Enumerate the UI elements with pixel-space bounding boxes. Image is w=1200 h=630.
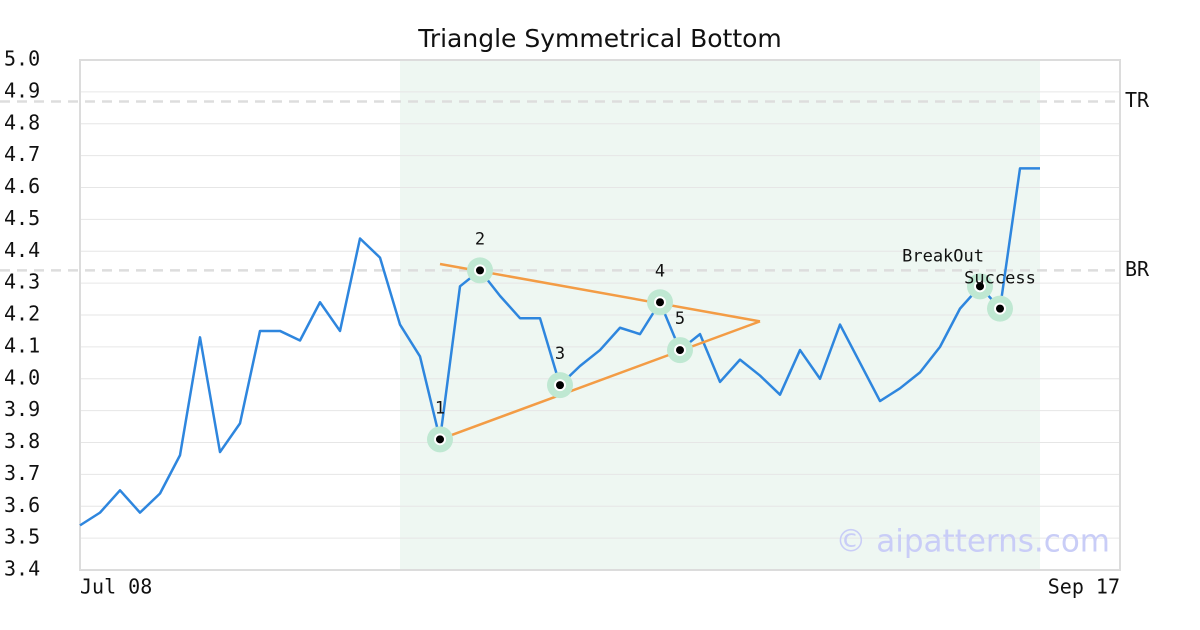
- y-tick-label: 3.6: [4, 493, 40, 517]
- plot-frame: [79, 59, 1121, 571]
- y-tick-label: 4.9: [4, 78, 40, 102]
- pattern-label: BreakOut: [902, 246, 984, 266]
- y-tick-label: 4.1: [4, 333, 40, 357]
- pattern-point: [974, 280, 986, 293]
- y-tick-label: 4.4: [4, 238, 40, 262]
- pattern-point: [474, 264, 486, 277]
- pattern-point: [434, 433, 446, 446]
- y-tick-label: 3.7: [4, 461, 40, 485]
- y-tick-label: 4.2: [4, 302, 40, 326]
- reference-label: BR: [1125, 257, 1150, 281]
- chart-title: Triangle Symmetrical Bottom: [417, 24, 782, 53]
- x-tick-label: Jul 08: [80, 575, 152, 599]
- y-tick-label: 5.0: [4, 47, 40, 71]
- trend-line: [439, 262, 761, 323]
- y-tick-label: 4.5: [4, 206, 40, 230]
- pattern-label: 3: [555, 344, 565, 364]
- pattern-label: Success: [964, 269, 1036, 289]
- y-tick-label: 4.0: [4, 365, 40, 389]
- y-tick-label: 4.6: [4, 174, 40, 198]
- pattern-point: [674, 344, 686, 357]
- trend-line: [439, 320, 761, 441]
- y-tick-label: 3.9: [4, 397, 40, 421]
- y-tick-label: 3.5: [4, 525, 40, 549]
- pattern-label: 5: [675, 309, 685, 329]
- y-tick-label: 3.4: [4, 557, 40, 581]
- y-tick-label: 4.3: [4, 270, 40, 294]
- watermark: © aipatterns.com: [835, 524, 1110, 560]
- pattern-label: 4: [655, 261, 665, 281]
- y-tick-label: 4.7: [4, 142, 40, 166]
- pattern-point: [554, 379, 566, 392]
- y-tick-label: 3.8: [4, 429, 40, 453]
- pattern-label: 1: [435, 398, 445, 418]
- x-tick-label: Sep 17: [1048, 575, 1120, 599]
- pattern-point: [994, 302, 1006, 315]
- reference-label: TR: [1125, 88, 1150, 112]
- pattern-label: 2: [475, 229, 485, 249]
- pattern-point: [654, 296, 666, 309]
- y-tick-label: 4.8: [4, 110, 40, 134]
